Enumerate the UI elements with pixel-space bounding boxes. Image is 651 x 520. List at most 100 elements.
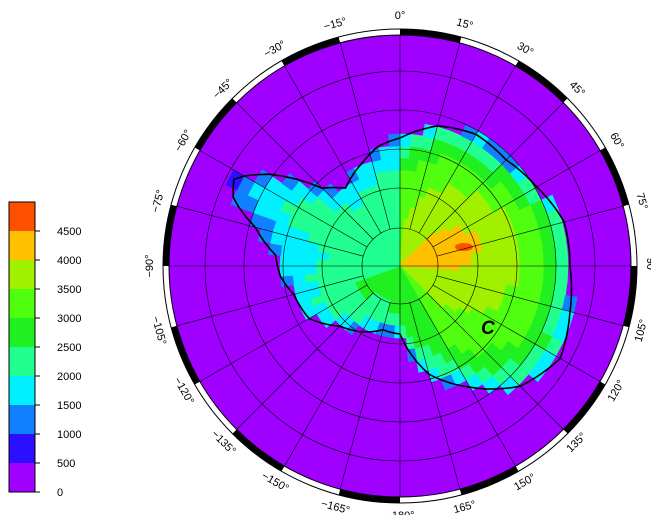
colorbar-tick-label: 0: [57, 487, 63, 499]
elevation-cell: [494, 246, 508, 258]
longitude-label: 0°: [395, 10, 406, 22]
longitude-label: 105°: [633, 318, 650, 343]
longitude-label: 30°: [515, 40, 535, 59]
meridian-line: [409, 302, 461, 492]
elevation-cell: [291, 265, 305, 276]
longitude-label: 150°: [512, 472, 538, 494]
elevation-cell: [483, 257, 497, 267]
elevation-cell: [519, 265, 533, 278]
colorbar-tick-label: 4500: [57, 226, 81, 238]
colorbar-swatch-4500: [9, 202, 35, 231]
elevation-cell: [541, 238, 556, 254]
elevation-cell: [555, 251, 569, 267]
frame-edge: [162, 28, 638, 504]
frame-edge: [168, 34, 632, 498]
colorbar-swatch-0: [9, 463, 35, 492]
frame-segment: [281, 466, 341, 495]
colorbar-swatch-3500: [9, 260, 35, 289]
elevation-cell: [483, 265, 497, 275]
frame-segment: [459, 466, 519, 495]
elevation-cell: [543, 265, 557, 280]
elevation-cell: [507, 265, 521, 277]
meridian-line: [339, 302, 391, 492]
frame-segment: [600, 147, 629, 207]
colorbar: 0 500 1000 1500 2000 2500 3000 3500 4000 4500: [8, 201, 81, 499]
elevation-cell: [378, 146, 391, 160]
elevation-cell: [393, 193, 401, 207]
elevation-cell: [553, 236, 568, 253]
site-marker-c: C: [481, 318, 495, 339]
elevation-cell: [541, 278, 556, 294]
colorbar-swatch-500: [9, 434, 35, 463]
elevation-cell: [303, 265, 317, 275]
meridian-line: [198, 284, 368, 383]
colorbar-swatch-1500: [9, 376, 35, 405]
antarctica-elevation: [225, 123, 578, 396]
frame-segment: [459, 37, 519, 66]
elevation-cell: [506, 244, 520, 257]
colorbar-swatch-4000: [9, 231, 35, 260]
meridian-line: [432, 149, 602, 248]
meridian-line: [283, 298, 382, 468]
colorbar-tick-label: 1500: [57, 400, 81, 412]
frame-segment: [232, 429, 285, 472]
longitude-label: 135°: [564, 430, 589, 455]
meridian-line: [426, 101, 565, 240]
meridian-line: [418, 298, 517, 468]
meridian-line: [198, 149, 368, 248]
longitude-label: −30°: [262, 38, 288, 60]
elevation-cell: [447, 260, 461, 267]
elevation-cell: [529, 240, 544, 255]
colorbar-tick-label: 500: [57, 458, 75, 470]
colorbar-tick-label: 4000: [57, 255, 81, 267]
colorbar-outline: [8, 201, 36, 493]
longitude-label: −60°: [172, 128, 194, 154]
elevation-cell: [291, 256, 305, 267]
elevation-cell: [394, 205, 401, 219]
graticule: [167, 33, 633, 499]
longitude-label: −45°: [211, 77, 236, 102]
colorbar-tick-label: 3500: [57, 284, 81, 296]
elevation-cell: [495, 265, 509, 276]
map-frame: [162, 28, 638, 504]
meridian-line: [426, 292, 565, 431]
colorbar-swatch-1000: [9, 405, 35, 434]
elevation-cell: [279, 255, 293, 267]
meridian-line: [235, 101, 374, 240]
elevation-cell: [399, 145, 411, 159]
frame-segment: [171, 325, 200, 385]
elevation-cell: [495, 256, 509, 267]
elevation-cell: [517, 242, 532, 256]
meridian-line: [174, 275, 364, 327]
colorbar-swatch-2500: [9, 318, 35, 347]
elevation-cell: [380, 158, 392, 172]
elevation-cell: [459, 259, 473, 267]
meridian-line: [418, 64, 517, 234]
meridian-line: [174, 205, 364, 257]
elevation-cell: [528, 361, 548, 383]
longitude-label: −75°: [150, 189, 168, 214]
frame-segment: [515, 429, 568, 472]
meridian-line: [339, 40, 391, 230]
longitude-label: −180°: [385, 510, 414, 515]
elevation-cell: [507, 255, 521, 267]
longitude-label: 60°: [607, 131, 626, 151]
frame-segment: [194, 98, 237, 151]
elevation-cell: [519, 254, 533, 267]
longitude-label: 45°: [567, 79, 587, 99]
elevation-cell: [281, 173, 300, 191]
elevation-cell: [543, 252, 557, 267]
frame-segment: [600, 325, 629, 385]
frame-segment: [171, 147, 200, 207]
frame-segment: [515, 60, 568, 103]
frame-segment: [563, 381, 606, 434]
elevation-cell: [391, 169, 401, 183]
colorbar-tick-label: 3000: [57, 313, 81, 325]
longitude-label: −90°: [144, 254, 156, 277]
colorbar-tick-label: 1000: [57, 429, 81, 441]
longitude-label: −105°: [149, 315, 168, 346]
elevation-cell: [531, 253, 545, 267]
elevation-peak: [455, 243, 473, 251]
